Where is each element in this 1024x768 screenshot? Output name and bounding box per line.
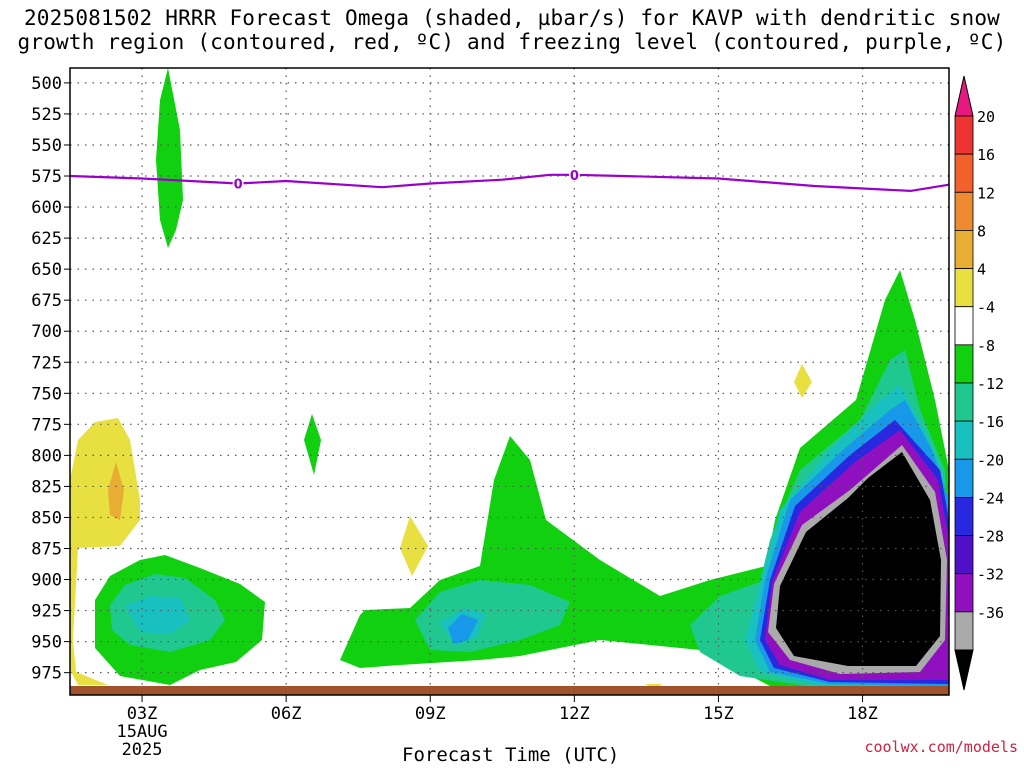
colorbar-label-13: -36: [977, 604, 1004, 622]
y-tick-label-650: 650: [31, 260, 62, 280]
colorbar-label-5: -4: [977, 299, 995, 317]
y-tick-label-600: 600: [31, 198, 62, 218]
x-tick-label-03Z: 03Z: [127, 704, 158, 724]
y-tick-label-775: 775: [31, 415, 62, 435]
y-tick-label-875: 875: [31, 539, 62, 559]
colorbar-label-2: 12: [977, 184, 995, 202]
x-tick-label-18Z: 18Z: [847, 704, 878, 724]
y-tick-label-725: 725: [31, 353, 62, 373]
y-axis: 500 525 550 575 600 625 650 675 700 725 750 775 800 8…: [31, 74, 70, 684]
colorbar-swatch-8: [954, 382, 974, 422]
colorbar-swatch-13: [954, 573, 974, 613]
colorbar-label-12: -32: [977, 566, 1004, 584]
omega-region-ascent-blue-mid: [448, 614, 478, 644]
y-tick-label-525: 525: [31, 105, 62, 125]
chart-title: 2025081502 HRRR Forecast Omega (shaded, …: [0, 6, 1024, 54]
y-tick-label-675: 675: [31, 291, 62, 311]
colorbar: 20 16 12 8 4 -4 -8 -12 -16 -20 -24 -28 -32 -36: [954, 75, 1004, 691]
freezing-level-contour: 00: [69, 167, 950, 194]
colorbar-label-8: -16: [977, 413, 1004, 431]
colorbar-swatch-7: [954, 344, 974, 384]
colorbar-label-7: -12: [977, 375, 1004, 393]
omega-region-descent-orange-1: [108, 462, 124, 520]
colorbar-label-10: -24: [977, 489, 1004, 507]
colorbar-label-3: 8: [977, 222, 986, 240]
colorbar-swatch-5: [954, 268, 974, 308]
y-tick-label-950: 950: [31, 633, 62, 653]
x-date-label-1: 2025: [122, 740, 163, 760]
colorbar-swatch-4: [954, 230, 974, 269]
y-tick-label-925: 925: [31, 602, 62, 622]
omega-shading: [70, 68, 949, 690]
freezing-level-label-0: 0: [234, 177, 243, 192]
colorbar-swatch-6: [954, 306, 974, 346]
y-tick-label-750: 750: [31, 384, 62, 404]
colorbar-label-6: -8: [977, 337, 995, 355]
y-tick-label-700: 700: [31, 322, 62, 342]
colorbar-top-triangle: [954, 75, 974, 117]
omega-region-ascent-green-small: [304, 414, 321, 475]
colorbar-swatch-14: [954, 611, 974, 651]
x-tick-label-12Z: 12Z: [559, 704, 590, 724]
chart-title-line-2: growth region (contoured, red, ºC) and f…: [17, 30, 1007, 54]
colorbar-label-0: 20: [977, 108, 995, 126]
freezing-level-label-1: 0: [570, 169, 579, 184]
x-tick-label-06Z: 06Z: [271, 704, 302, 724]
omega-region-ascent-green-upper: [156, 68, 183, 248]
colorbar-swatch-12: [954, 535, 974, 575]
plot-frame: [69, 67, 950, 696]
y-tick-label-500: 500: [31, 74, 62, 94]
x-axis-label: Forecast Time (UTC): [402, 744, 620, 766]
colorbar-label-1: 16: [977, 146, 995, 164]
y-tick-label-825: 825: [31, 477, 62, 497]
omega-region-descent-yellow-3: [794, 364, 812, 398]
freezing-level-line: [69, 173, 950, 193]
terrain-strip: [70, 686, 949, 695]
y-tick-label-575: 575: [31, 167, 62, 187]
colorbar-label-9: -20: [977, 451, 1004, 469]
y-tick-label-975: 975: [31, 664, 62, 684]
colorbar-swatch-11: [954, 497, 974, 536]
y-tick-label-850: 850: [31, 508, 62, 528]
omega-region-ascent-black-right: [776, 452, 941, 666]
colorbar-label-11: -28: [977, 528, 1004, 546]
x-tick-label-15Z: 15Z: [703, 704, 734, 724]
y-tick-label-800: 800: [31, 446, 62, 466]
chart-title-line-1: 2025081502 HRRR Forecast Omega (shaded, …: [23, 6, 1001, 30]
y-tick-label-900: 900: [31, 571, 62, 591]
y-tick-label-550: 550: [31, 136, 62, 156]
omega-region-descent-yellow-2: [400, 516, 428, 576]
x-date-label-0: 15AUG: [116, 722, 167, 742]
colorbar-label-4: 4: [977, 261, 986, 279]
y-tick-label-625: 625: [31, 229, 62, 249]
colorbar-swatch-3: [954, 191, 974, 231]
colorbar-swatch-10: [954, 458, 974, 498]
colorbar-swatch-9: [954, 420, 974, 460]
x-tick-label-09Z: 09Z: [415, 704, 446, 724]
credit-link[interactable]: coolwx.com/models: [864, 738, 1018, 756]
colorbar-swatch-2: [954, 153, 974, 193]
omega-region-ascent-cyan-left: [125, 596, 190, 634]
colorbar-bottom-triangle: [954, 649, 974, 691]
colorbar-swatch-1: [954, 115, 974, 155]
